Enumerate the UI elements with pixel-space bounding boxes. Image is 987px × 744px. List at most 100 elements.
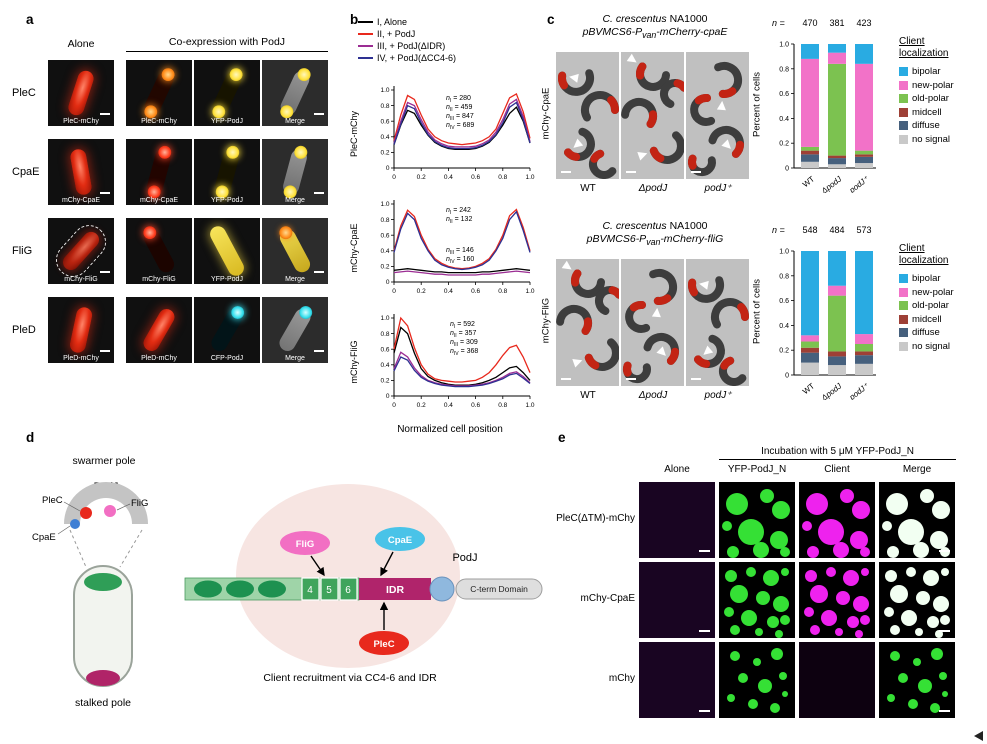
bacterial-cell-shape (281, 147, 309, 197)
phase-contrast-micrograph (556, 259, 619, 386)
legend-entry: old-polar (899, 92, 983, 106)
x-tick-label: 0.6 (471, 288, 480, 295)
line-series (393, 326, 531, 386)
condensate-droplet (756, 591, 770, 605)
plasmid-suffix: -mCherry-cpaE (656, 25, 728, 38)
strain-title-line: C. crescentus NA1000 (548, 13, 762, 26)
line-plot-block: PleC-mChy 0 0 0.2 0.2 0.4 0.4 0.6 0.6 0.8 0.8 1.0 1.… (348, 80, 558, 192)
y-tick-label: 1.0 (779, 42, 789, 49)
bar-segment-new-polar (801, 58, 819, 147)
stacked-bar-chart: 0 0.2 0.4 0.6 0.8 1.0 WT ΔpodJ podJ⁺ (779, 249, 876, 400)
x-tick-label: 1.0 (525, 402, 534, 409)
polar-fluorescence-focus (629, 300, 646, 312)
bar-segment-old-polar (828, 63, 846, 156)
y-axis-label: PleC-mChy (349, 111, 359, 158)
legend-entry: I, Alone (358, 16, 456, 28)
panel-label-a: a (26, 12, 34, 27)
species-name: C. crescentus (602, 13, 667, 25)
tile-background (639, 482, 715, 558)
condensate-droplet (772, 501, 790, 519)
polar-fluorescence-focus (646, 110, 657, 128)
legend-label: midcell (912, 313, 942, 325)
legend-entry: new-polar (899, 79, 983, 93)
scale-bar (561, 378, 571, 380)
condensate-droplet (802, 521, 812, 531)
condensate-droplet (890, 651, 900, 661)
panel-b-legend: I, Alone II, + PodJ III, + PodJ(ΔIDR) IV, +… (358, 16, 456, 64)
panel-label-b: b (350, 12, 359, 27)
cursor-artifact (974, 731, 983, 741)
condensate-droplet (782, 691, 788, 697)
micrograph-tile: mChy-CpaE (48, 139, 114, 205)
legend-label: old-polar (912, 93, 949, 105)
line-series (393, 270, 531, 276)
condensate-droplet (861, 568, 869, 576)
phase-contrast-micrograph (686, 52, 749, 179)
flig-recruitment-arrow (310, 555, 325, 577)
legend-title-line-2: localization (899, 47, 949, 59)
coiled-coil-oval-2 (226, 580, 254, 598)
bar-segment-no-signal (801, 161, 819, 168)
stalked-pole-label: stalked pole (75, 697, 131, 709)
scale-bar (699, 550, 710, 552)
scale-bar (100, 350, 110, 352)
panel-label-c: c (547, 12, 555, 27)
condensate-micrograph (719, 642, 795, 718)
y-tick-label: 0.2 (779, 348, 789, 355)
legend-entry: IV, + PodJ(ΔCC4-6) (358, 52, 456, 64)
bacterial-cell-shape (210, 68, 244, 118)
legend-title-line-1: Client (899, 243, 925, 254)
channel-label: mChy-FliG (64, 276, 98, 283)
condensate-droplet (860, 615, 870, 625)
line-series (393, 351, 531, 387)
condensate-micrograph (879, 642, 955, 718)
polar-fluorescence-focus (737, 303, 749, 321)
y-tick-label: 0 (386, 393, 390, 400)
condensate-droplet (810, 585, 828, 603)
condensate-droplet (806, 493, 828, 515)
n-prefix: n = (772, 225, 785, 235)
polar-fluorescence-focus (688, 154, 697, 170)
condensate-droplet (780, 615, 790, 625)
bar-segment-old-polar (855, 344, 873, 352)
condensate-droplet (939, 672, 947, 680)
bar-segment-old-polar (855, 150, 873, 155)
coiled-coil-oval-1 (194, 580, 222, 598)
condensate-droplet (918, 679, 932, 693)
channel-label: Merge (285, 197, 305, 204)
plasmid-prefix: pBVMCS6-P (582, 25, 643, 38)
client-localization-legend: Client localization bipolar new-polar old-po… (899, 243, 983, 353)
channel-label: YFP-PodJ (211, 276, 243, 283)
condensate-droplet (741, 610, 757, 626)
bar-segment-bipolar (855, 251, 873, 335)
x-tick-label: 1.0 (525, 174, 534, 181)
y-tick-label: 0.4 (380, 134, 389, 141)
condensate-droplet (882, 521, 892, 531)
n-value: 484 (829, 225, 845, 235)
x-tick-label: 0.8 (498, 174, 507, 181)
condensate-droplet (916, 591, 930, 605)
condensate-droplet (724, 607, 734, 617)
legend-color-swatch (899, 314, 908, 324)
strain-tick-label: WT (801, 174, 816, 189)
y-tick-label: 0.6 (779, 91, 789, 98)
cell-count-annotation: nI = 242 (446, 207, 471, 216)
scale-bar (100, 113, 110, 115)
polar-fluorescence-focus (558, 71, 569, 90)
cterm-domain-label: C-term Domain (470, 584, 528, 594)
y-tick-label: 0.8 (779, 273, 789, 280)
condensate-micrograph (719, 562, 795, 638)
bar-segment-diffuse (828, 356, 846, 366)
polar-fluorescence-focus (694, 355, 711, 368)
channel-label: PleC-mChy (63, 118, 99, 125)
polar-fluorescence-focus (590, 149, 605, 163)
cell-count-annotation: nII = 132 (446, 216, 472, 225)
line-plot-block: mChy-FliG 0 0 0.2 0.2 0.4 0.4 0.6 0.6 0.8 0.8 1.0 1.… (348, 308, 558, 420)
protein-row-label: PleC (12, 87, 36, 99)
condensate-droplet (890, 585, 908, 603)
strain-tick-label: podJ⁺ (847, 381, 871, 400)
cell-count-annotation: nIII = 309 (450, 339, 478, 348)
condensate-droplet (932, 501, 950, 519)
cc5-label: 5 (326, 585, 332, 596)
y-tick-label: 0.4 (380, 362, 389, 369)
